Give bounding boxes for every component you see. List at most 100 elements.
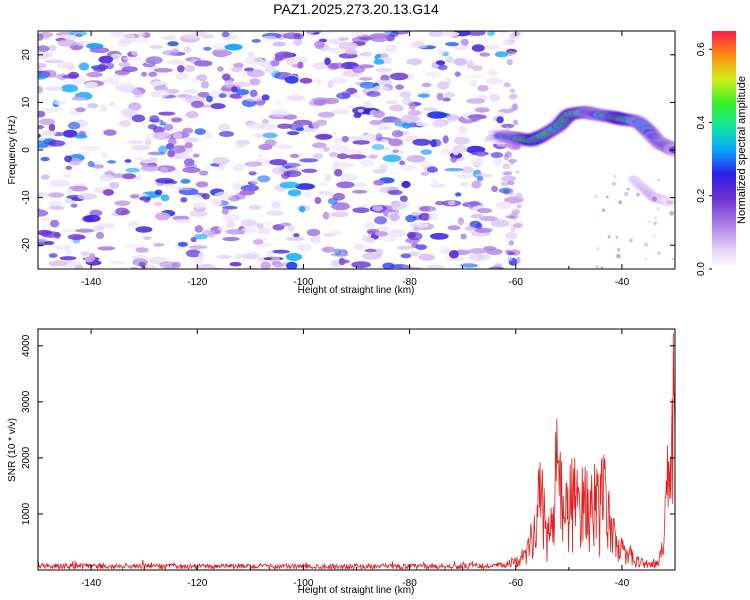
noise-cell [396,245,415,250]
noise-cell [203,46,212,51]
noise-cell [299,158,319,163]
noise-cell [369,119,382,126]
noise-cell [507,256,513,262]
noise-cell [252,239,264,245]
noise-cell [496,116,504,124]
noise-cell [221,208,229,215]
noise-cell [374,79,393,85]
noise-cell [471,180,482,189]
noise-cell [189,210,208,217]
spectrogram-y-axis-label: Frequency (Hz) [7,116,18,185]
noise-cell [507,50,513,57]
noise-cell [460,233,467,240]
noise-cell [150,80,165,87]
noise-cell [504,151,512,158]
noise-cell [201,81,209,89]
noise-cell [437,49,445,56]
noise-cell [470,214,484,219]
noise-cell [295,33,304,40]
noise-cell [471,157,484,166]
noise-cell [425,71,442,78]
noise-cell [324,174,332,182]
noise-cell [107,160,117,164]
noise-cell [487,69,499,76]
noise-cell [274,99,282,106]
noise-cell [75,107,86,113]
noise-cell [347,104,354,109]
faint-signal-dot [595,264,599,269]
noise-cell [357,64,375,69]
noise-cell [232,81,252,88]
noise-cell [155,177,175,184]
noise-cell [428,264,445,269]
snr-y-axis-label: SNR (10 * v/v) [7,418,18,482]
faint-signal-dot [671,258,674,261]
noise-cell [328,152,339,158]
spectrogram-y-tick-label: -10 [21,190,32,205]
noise-cell [471,44,485,52]
noise-cell [192,153,200,158]
noise-cell [240,219,258,227]
noise-cell [247,69,265,78]
noise-cell [121,33,135,40]
noise-cell [441,31,460,37]
noise-cell [352,140,371,145]
noise-cell [180,197,188,203]
noise-cell [277,123,292,129]
noise-cell [460,38,469,46]
noise-cell [192,31,208,36]
noise-cell [402,122,411,129]
noise-cell [336,145,347,153]
noise-cell [360,159,375,168]
spectrogram-y-tick-label: 10 [21,96,32,108]
noise-cell [256,223,264,229]
noise-cell [220,86,234,92]
noise-cell [169,145,186,154]
noise-cell [401,264,409,269]
faint-signal-dot [651,196,657,202]
noise-cell [508,105,517,112]
noise-cell [124,159,132,163]
noise-cell [399,195,408,202]
noise-cell [231,86,238,93]
noise-cell [287,189,302,197]
noise-cell [512,119,519,126]
noise-cell [190,194,202,200]
noise-cell [378,164,388,172]
noise-cell [287,224,295,232]
noise-cell [324,57,331,66]
noise-cell [221,73,231,81]
noise-cell [477,84,489,92]
noise-cell [65,165,73,170]
noise-cell [48,192,65,198]
noise-cell [340,173,359,181]
spectrogram-x-tick-label: -100 [293,277,313,288]
noise-cell [352,207,370,214]
noise-cell [418,253,435,261]
noise-cell [75,33,83,38]
noise-cell [224,43,243,51]
noise-cell [485,77,504,85]
noise-cell [313,99,327,106]
noise-cell [86,43,104,50]
noise-cell [78,62,90,71]
noise-cell [108,101,116,107]
colorbar-ticks: 0.0 0.2 0.4 0.6 [696,42,712,276]
noise-cell [387,189,403,196]
noise-cell [135,247,149,253]
noise-cell [390,31,399,37]
noise-cell [465,98,486,104]
noise-cell [161,36,177,40]
noise-cell [160,194,170,202]
faint-signal-dot [656,251,661,256]
noise-cell [395,84,404,90]
snr-y-tick-label: 4000 [21,334,32,357]
noise-cell [28,162,36,170]
noise-cell [258,143,273,151]
noise-cell [289,153,300,159]
noise-cell [351,36,370,43]
noise-cell [468,79,478,88]
noise-cell [241,253,258,260]
noise-cell [185,111,199,119]
noise-cell [193,233,208,240]
